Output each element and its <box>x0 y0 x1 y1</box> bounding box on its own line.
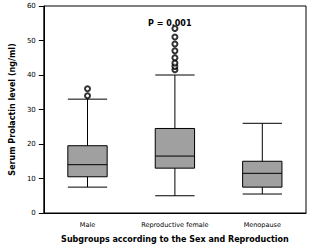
svg-text:40: 40 <box>27 71 36 79</box>
svg-text:Reproductive female: Reproductive female <box>141 221 208 229</box>
svg-text:Subgroups according to the Sex: Subgroups according to the Sex and Repro… <box>61 235 289 244</box>
svg-text:50: 50 <box>27 37 36 45</box>
svg-text:10: 10 <box>27 175 36 183</box>
svg-text:P = 0.001: P = 0.001 <box>148 19 192 28</box>
svg-text:20: 20 <box>27 140 36 148</box>
svg-text:30: 30 <box>27 106 36 114</box>
svg-text:60: 60 <box>27 2 36 10</box>
svg-text:Menopause: Menopause <box>244 221 281 229</box>
svg-text:Serum Prolactin level (ng/ml): Serum Prolactin level (ng/ml) <box>8 43 17 175</box>
svg-text:0: 0 <box>31 209 35 217</box>
svg-text:Male: Male <box>80 221 95 229</box>
